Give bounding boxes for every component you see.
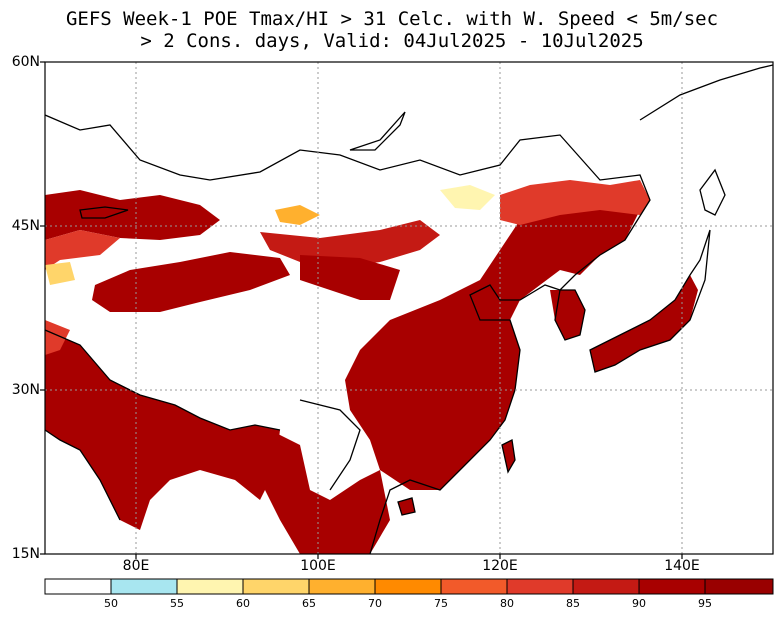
shade-fringe-yellow bbox=[440, 185, 495, 210]
lat-label-60n: 60N bbox=[11, 54, 40, 70]
lon-label-100e: 100E bbox=[300, 558, 336, 574]
colorbar-bin-7 bbox=[506, 578, 574, 595]
map-grid bbox=[45, 62, 773, 554]
colorbar-bin-3 bbox=[242, 578, 310, 595]
lon-label-140e: 140E bbox=[664, 558, 700, 574]
axis-ticks bbox=[40, 61, 683, 559]
colorbar bbox=[44, 578, 774, 595]
colorbar-bin-8 bbox=[572, 578, 640, 595]
colorbar-bin-6 bbox=[440, 578, 508, 595]
lat-label-30n: 30N bbox=[11, 382, 40, 398]
colorbar-bin-1 bbox=[110, 578, 178, 595]
map-title-line-2: > 2 Cons. days, Valid: 04Jul2025 - 10Jul… bbox=[140, 30, 644, 52]
colorbar-label-90: 90 bbox=[632, 597, 646, 610]
shade-east-china bbox=[345, 190, 640, 490]
colorbar-bin-10 bbox=[704, 578, 774, 595]
colorbar-label-60: 60 bbox=[236, 597, 250, 610]
colorbar-label-65: 65 bbox=[302, 597, 316, 610]
lat-label-15n: 15N bbox=[11, 546, 40, 562]
shade-kazakh bbox=[45, 190, 220, 240]
coastlines-and-borders bbox=[45, 64, 773, 554]
shade-tarim bbox=[92, 252, 290, 312]
colorbar-bin-0 bbox=[44, 578, 112, 595]
colorbar-bin-2 bbox=[176, 578, 244, 595]
map-frame bbox=[44, 61, 774, 555]
colorbar-label-70: 70 bbox=[368, 597, 382, 610]
colorbar-label-55: 55 bbox=[170, 597, 184, 610]
shade-hainan bbox=[398, 498, 415, 515]
colorbar-bin-9 bbox=[638, 578, 706, 595]
shade-indochina bbox=[265, 430, 390, 554]
colorbar-bin-5 bbox=[374, 578, 442, 595]
shade-gobi bbox=[300, 255, 400, 300]
shade-taiwan bbox=[502, 440, 515, 472]
lon-label-120e: 120E bbox=[482, 558, 518, 574]
shade-kazakh-edge bbox=[45, 230, 120, 270]
probability-shading bbox=[45, 180, 698, 554]
colorbar-label-95: 95 bbox=[698, 597, 712, 610]
shade-fringe-orange bbox=[275, 205, 320, 225]
shade-india-edge bbox=[45, 320, 70, 355]
shade-fringe-yellow-2 bbox=[45, 262, 75, 285]
colorbar-label-75: 75 bbox=[434, 597, 448, 610]
shade-india bbox=[45, 330, 280, 530]
shade-manchuria-edge bbox=[500, 180, 650, 225]
colorbar-bin-4 bbox=[308, 578, 376, 595]
lat-label-45n: 45N bbox=[11, 218, 40, 234]
map-title-line-1: GEFS Week-1 POE Tmax/HI > 31 Celc. with … bbox=[65, 8, 719, 30]
colorbar-label-80: 80 bbox=[500, 597, 514, 610]
lon-label-80e: 80E bbox=[122, 558, 150, 574]
colorbar-label-85: 85 bbox=[566, 597, 580, 610]
colorbar-label-50: 50 bbox=[104, 597, 118, 610]
